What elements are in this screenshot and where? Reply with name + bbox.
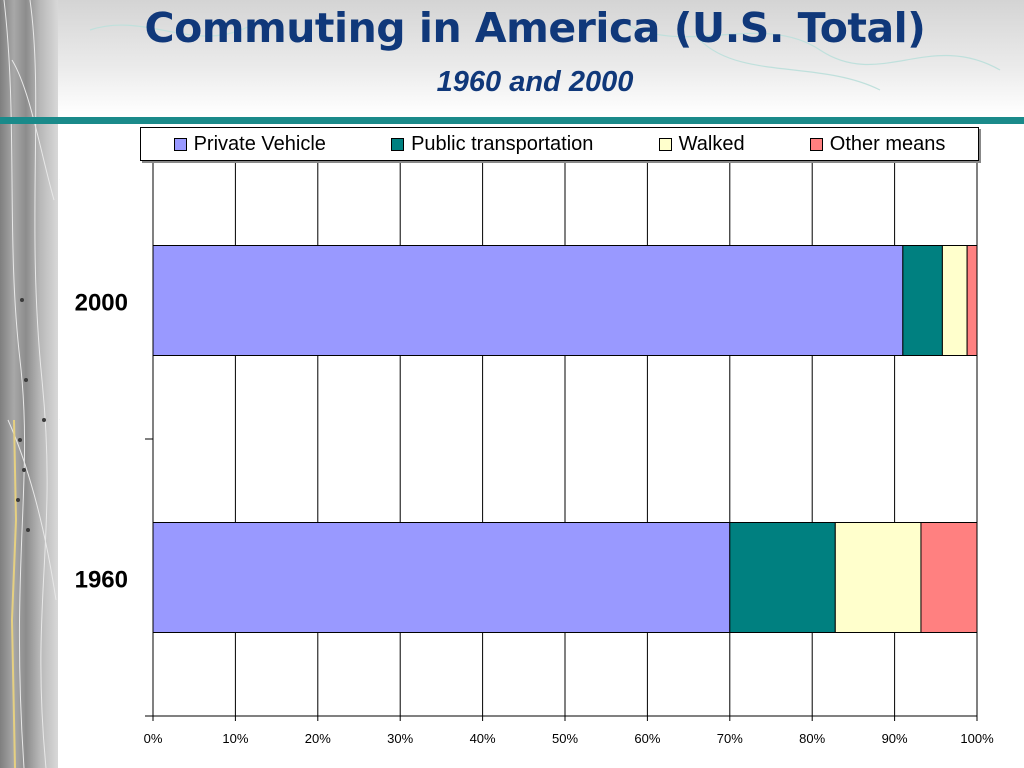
legend-swatch xyxy=(809,137,823,151)
x-tick-label: 90% xyxy=(882,731,908,746)
legend-label: Public transportation xyxy=(411,132,594,155)
bar-segment xyxy=(152,245,904,356)
axes xyxy=(145,161,978,721)
x-tick-label: 60% xyxy=(634,731,660,746)
legend-label: Private Vehicle xyxy=(193,132,326,155)
bar-segment xyxy=(729,522,836,633)
slide-subtitle: 1960 and 2000 xyxy=(436,66,634,98)
left-map-strip xyxy=(0,0,58,768)
x-tick-label: 0% xyxy=(144,731,163,746)
x-tick-label: 100% xyxy=(960,731,994,746)
x-tick-label: 80% xyxy=(799,731,825,746)
x-tick-label: 10% xyxy=(222,731,248,746)
legend-item: Walked xyxy=(658,132,745,156)
x-tick-label: 40% xyxy=(470,731,496,746)
bar-segment xyxy=(941,245,968,356)
legend-swatch xyxy=(658,137,672,151)
bar-segment xyxy=(834,522,922,633)
x-tick-label: 30% xyxy=(387,731,413,746)
category-label: 1960 xyxy=(75,567,128,594)
chart-background xyxy=(60,124,1024,768)
legend-swatch xyxy=(391,137,405,151)
legend-item: Private Vehicle xyxy=(173,132,326,156)
category-label: 2000 xyxy=(75,290,128,317)
legend-label: Other means xyxy=(829,132,946,155)
bar-segment xyxy=(152,522,731,633)
axis-labels: 0% 10% 20% 30% 40% 50% 60% 70% 80% 90% 100% 2000 196… xyxy=(75,290,994,747)
legend-swatch xyxy=(173,137,187,151)
chart-legend: Private Vehicle Public transportation Walk… xyxy=(140,127,979,161)
slide-title: Commuting in America (U.S. Total) xyxy=(144,4,926,52)
x-tick-label: 70% xyxy=(717,731,743,746)
legend-label: Walked xyxy=(678,132,745,155)
x-tick-label: 50% xyxy=(552,731,578,746)
title-divider-rule xyxy=(0,117,1024,124)
bars xyxy=(152,245,978,633)
legend-item: Other means xyxy=(809,132,946,156)
bar-segment xyxy=(966,245,978,356)
x-tick-label: 20% xyxy=(305,731,331,746)
bar-segment xyxy=(902,245,943,356)
bar-segment xyxy=(920,522,978,633)
legend-item: Public transportation xyxy=(391,133,593,156)
